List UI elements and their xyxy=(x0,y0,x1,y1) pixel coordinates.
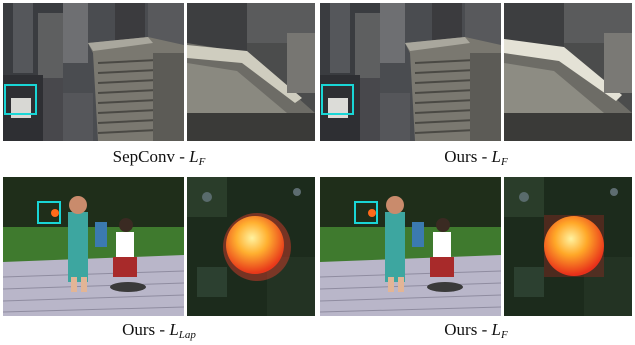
city-crop-sepconv xyxy=(187,3,315,141)
kids-crop-f xyxy=(504,177,632,316)
zoom-region-box xyxy=(354,201,378,224)
kids-crop-lap xyxy=(187,177,315,316)
loss-symbol: L xyxy=(189,147,199,166)
caption-2: Ours - LF xyxy=(317,147,635,172)
zoom-region-box xyxy=(4,84,37,115)
caption-method: Ours xyxy=(444,147,478,166)
caption-method: SepConv xyxy=(112,147,175,166)
city-crop-ours xyxy=(504,3,632,141)
caption-separator: - xyxy=(174,147,190,166)
loss-symbol: L xyxy=(169,320,179,339)
caption-separator: - xyxy=(477,320,492,339)
zoom-region-box xyxy=(321,84,354,115)
loss-subscript: F xyxy=(198,156,206,168)
caption-3: Ours - LLap xyxy=(0,320,318,345)
loss-subscript: Lap xyxy=(178,329,196,341)
caption-4: Ours - LF xyxy=(317,320,635,345)
city-full-ours xyxy=(320,3,501,141)
loss-subscript: F xyxy=(500,156,508,168)
caption-separator: - xyxy=(477,147,492,166)
loss-symbol: L xyxy=(491,147,501,166)
loss-symbol: L xyxy=(491,320,501,339)
kids-full-f xyxy=(320,177,501,316)
caption-1: SepConv - LF xyxy=(0,147,318,172)
kids-full-lap xyxy=(3,177,184,316)
caption-separator: - xyxy=(155,320,170,339)
city-full-sepconv xyxy=(3,3,184,141)
loss-subscript: F xyxy=(500,329,508,341)
caption-method: Ours xyxy=(122,320,156,339)
caption-method: Ours xyxy=(444,320,478,339)
zoom-region-box xyxy=(37,201,61,224)
